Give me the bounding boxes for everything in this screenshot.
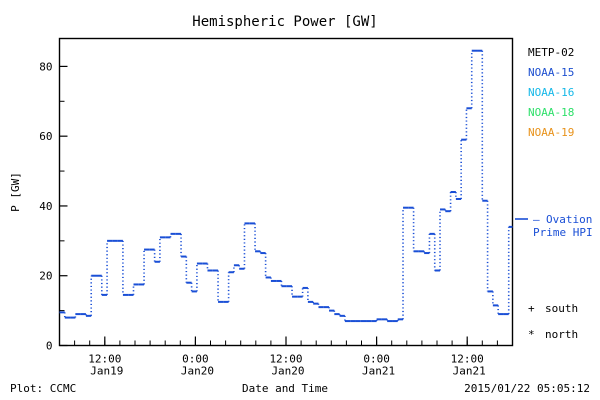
hemisphere-label-north: north [545, 328, 578, 341]
x-tick-time-label: 0:00 [363, 353, 390, 366]
legend-item-noaa-18: NOAA-18 [528, 106, 574, 119]
x-tick-date-label: Jan19 [90, 365, 123, 378]
y-tick-label: 60 [39, 130, 52, 143]
x-tick-time-label: 12:00 [269, 353, 302, 366]
legend-item-noaa-16: NOAA-16 [528, 86, 574, 99]
hemisphere-symbol-north: * [528, 328, 535, 341]
x-tick-date-label: Jan21 [453, 365, 486, 378]
legend-item-metp-02: METP-02 [528, 46, 574, 59]
footer-plot-source: Plot: CCMC [10, 382, 76, 395]
legend-item-noaa-15: NOAA-15 [528, 66, 574, 79]
x-tick-time-label: 0:00 [182, 353, 209, 366]
ovation-prime-hpi-series [59, 49, 513, 323]
footer-x-axis-title: Date and Time [242, 382, 328, 395]
y-axis-ticks: 0 20 40 60 80 [39, 60, 68, 353]
chart-title: Hemispheric Power [GW] [192, 14, 377, 30]
hemisphere-label-south: south [545, 302, 578, 315]
y-tick-label: 0 [46, 340, 53, 353]
x-tick-time-label: 12:00 [88, 353, 121, 366]
model-legend: — Ovation Prime HPI [515, 213, 593, 239]
y-tick-label: 40 [39, 200, 52, 213]
ovation-legend-dash: — [533, 213, 540, 226]
ovation-legend-line1: Ovation [546, 213, 592, 226]
x-tick-time-label: 12:00 [451, 353, 484, 366]
x-tick-date-label: Jan20 [181, 365, 214, 378]
hemisphere-legend: + south * north [528, 302, 578, 341]
satellite-legend: METP-02 NOAA-15 NOAA-16 NOAA-18 NOAA-19 [528, 46, 574, 139]
hemisphere-symbol-south: + [528, 302, 535, 315]
ovation-legend-line2: Prime HPI [533, 226, 593, 239]
plot-frame [58, 37, 514, 347]
legend-item-noaa-19: NOAA-19 [528, 126, 574, 139]
x-axis-ticks: 12:00Jan190:00Jan2012:00Jan200:00Jan2112… [59, 336, 513, 378]
footer-timestamp: 2015/01/22 05:05:12 [464, 382, 590, 395]
y-tick-label: 80 [39, 60, 52, 73]
y-tick-label: 20 [39, 270, 52, 283]
x-tick-date-label: Jan20 [271, 365, 304, 378]
x-tick-date-label: Jan21 [362, 365, 395, 378]
y-axis-label: P [GW] [9, 172, 22, 212]
